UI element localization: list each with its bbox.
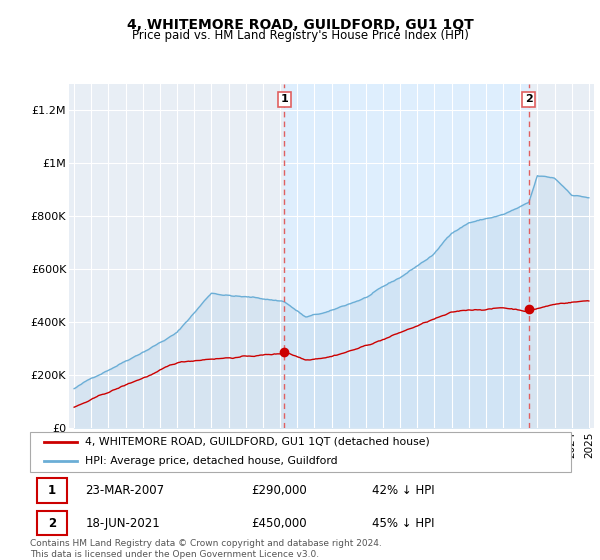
- Text: 1: 1: [280, 94, 288, 104]
- Text: Contains HM Land Registry data © Crown copyright and database right 2024.
This d: Contains HM Land Registry data © Crown c…: [30, 539, 382, 559]
- Text: 2: 2: [48, 516, 56, 530]
- FancyBboxPatch shape: [37, 478, 67, 503]
- Text: £450,000: £450,000: [251, 516, 307, 530]
- Text: HPI: Average price, detached house, Guildford: HPI: Average price, detached house, Guil…: [85, 456, 338, 466]
- Text: 45% ↓ HPI: 45% ↓ HPI: [372, 516, 435, 530]
- Text: Price paid vs. HM Land Registry's House Price Index (HPI): Price paid vs. HM Land Registry's House …: [131, 29, 469, 42]
- Text: 18-JUN-2021: 18-JUN-2021: [85, 516, 160, 530]
- Text: 23-MAR-2007: 23-MAR-2007: [85, 484, 164, 497]
- Bar: [284, 84, 529, 428]
- Text: 42% ↓ HPI: 42% ↓ HPI: [372, 484, 435, 497]
- FancyBboxPatch shape: [30, 432, 571, 473]
- Text: £290,000: £290,000: [251, 484, 307, 497]
- Text: 4, WHITEMORE ROAD, GUILDFORD, GU1 1QT: 4, WHITEMORE ROAD, GUILDFORD, GU1 1QT: [127, 18, 473, 32]
- Text: 1: 1: [48, 484, 56, 497]
- FancyBboxPatch shape: [37, 511, 67, 535]
- Text: 4, WHITEMORE ROAD, GUILDFORD, GU1 1QT (detached house): 4, WHITEMORE ROAD, GUILDFORD, GU1 1QT (d…: [85, 437, 430, 447]
- Text: 2: 2: [525, 94, 533, 104]
